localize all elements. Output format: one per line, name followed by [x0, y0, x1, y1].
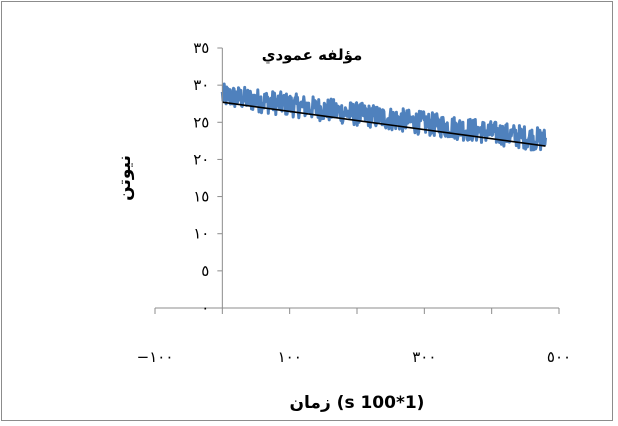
data-layer: [220, 82, 547, 152]
y-axis-title: نيوتن: [115, 155, 135, 201]
chart-title: مؤلفه عمودي: [262, 46, 363, 65]
chart-frame: ٠ ٥ ١٠ ١٥ ٢٠ ٢٥ ٣٠ ٣٥ −١٠٠ ١٠٠ ٣٠٠ ٥٠٠ مؤلفه عمودي …: [1, 1, 613, 421]
axis-layer: ٠ ٥ ١٠ ١٥ ٢٠ ٢٥ ٣٠ ٣٥ −١٠٠ ١٠٠ ٣٠٠ ٥٠٠: [137, 39, 571, 366]
x-tick-label: ٥٠٠: [547, 348, 571, 366]
y-tick-label: ٣٠: [193, 76, 209, 94]
y-tick-label: ١٥: [193, 188, 209, 206]
y-tick-label: ٠: [201, 299, 209, 317]
noisy-series-line: [220, 82, 547, 152]
y-tick-label: ٢٠: [193, 150, 209, 168]
y-tick-label: ١٠: [193, 225, 209, 243]
x-tick-label: −١٠٠: [137, 348, 174, 366]
trendline: [222, 101, 546, 147]
y-tick-label: ٢٥: [193, 113, 209, 131]
x-tick-label: ١٠٠: [278, 348, 302, 366]
x-tick-label: ٣٠٠: [412, 348, 436, 366]
x-axis-title: زمان (s 100*1): [290, 393, 425, 413]
y-tick-label: ٣٥: [193, 39, 209, 57]
y-tick-label: ٥: [201, 262, 209, 280]
